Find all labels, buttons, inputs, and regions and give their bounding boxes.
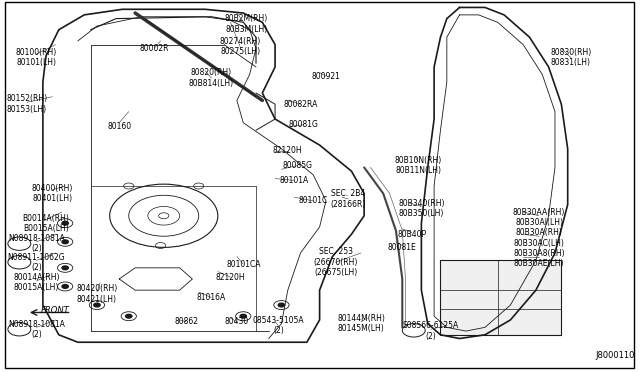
Text: 80430: 80430 — [225, 317, 249, 326]
Text: 80101A: 80101A — [280, 176, 308, 185]
Circle shape — [62, 221, 68, 225]
Text: 80B30AA(RH)
80B30AI(LH): 80B30AA(RH) 80B30AI(LH) — [513, 208, 565, 227]
Text: 80862: 80862 — [174, 317, 198, 326]
Text: 80400(RH)
80401(LH): 80400(RH) 80401(LH) — [32, 184, 73, 203]
Text: 80085G: 80085G — [282, 161, 312, 170]
Text: 80B30A(RH)
80B30AC(LH): 80B30A(RH) 80B30AC(LH) — [514, 228, 564, 248]
Circle shape — [62, 285, 68, 288]
Text: 80B2M(RH)
80B3M(LH): 80B2M(RH) 80B3M(LH) — [225, 15, 268, 34]
Text: 80152(RH)
80153(LH): 80152(RH) 80153(LH) — [6, 94, 47, 114]
Text: 80B10N(RH)
80B11N(LH): 80B10N(RH) 80B11N(LH) — [395, 156, 442, 175]
Text: 80082RA: 80082RA — [284, 100, 317, 109]
Text: 80B40P: 80B40P — [397, 230, 426, 239]
Text: 82120H: 82120H — [273, 146, 303, 155]
Text: N08911-1062G
(2): N08911-1062G (2) — [8, 253, 65, 272]
Text: 800921: 800921 — [312, 72, 340, 81]
Text: 81016A: 81016A — [197, 293, 226, 302]
Text: 08543-5105A
(2): 08543-5105A (2) — [252, 316, 304, 335]
Text: FRONT: FRONT — [41, 306, 70, 315]
Text: 80144M(RH)
80145M(LH): 80144M(RH) 80145M(LH) — [337, 314, 385, 333]
Text: 82120H: 82120H — [216, 273, 245, 282]
Circle shape — [62, 240, 68, 244]
Circle shape — [125, 314, 132, 318]
Text: 80081G: 80081G — [289, 120, 319, 129]
Text: 80830(RH)
80831(LH): 80830(RH) 80831(LH) — [550, 48, 591, 67]
Text: 80420(RH)
80421(LH): 80420(RH) 80421(LH) — [76, 284, 118, 304]
Circle shape — [240, 314, 246, 318]
Text: 80B340(RH)
80B350(LH): 80B340(RH) 80B350(LH) — [398, 199, 445, 218]
Text: 80100(RH)
80101(LH): 80100(RH) 80101(LH) — [16, 48, 57, 67]
Text: N08918-1081A
(2): N08918-1081A (2) — [8, 234, 65, 253]
FancyBboxPatch shape — [440, 260, 561, 335]
Circle shape — [62, 266, 68, 270]
Text: J8000110: J8000110 — [596, 351, 635, 360]
Text: B0014A(RH)
B0015A(LH): B0014A(RH) B0015A(LH) — [22, 214, 70, 233]
Text: 80160: 80160 — [107, 122, 131, 131]
Circle shape — [94, 303, 100, 307]
Text: 80101C: 80101C — [299, 196, 328, 205]
Text: 80B30A8(RH)
80B30AE(LH): 80B30A8(RH) 80B30AE(LH) — [513, 249, 565, 268]
Text: N08918-1081A
(2): N08918-1081A (2) — [8, 320, 65, 339]
Text: 80014A(RH)
80015A(LH): 80014A(RH) 80015A(LH) — [13, 273, 60, 292]
Text: 80820(RH)
80B814(LH): 80820(RH) 80B814(LH) — [189, 68, 234, 88]
Text: 80101CA: 80101CA — [226, 260, 260, 269]
Text: SEC. 253
(26670(RH)
(26675(LH): SEC. 253 (26670(RH) (26675(LH) — [314, 247, 358, 277]
Text: 80002R: 80002R — [140, 44, 169, 53]
Text: 80274(RH)
80275(LH): 80274(RH) 80275(LH) — [220, 37, 260, 56]
Text: 80081E: 80081E — [388, 243, 417, 252]
Text: S08566-6125A
(2): S08566-6125A (2) — [403, 321, 459, 341]
Circle shape — [278, 303, 285, 307]
Text: SEC. 2B4
(28166R): SEC. 2B4 (28166R) — [330, 189, 366, 209]
